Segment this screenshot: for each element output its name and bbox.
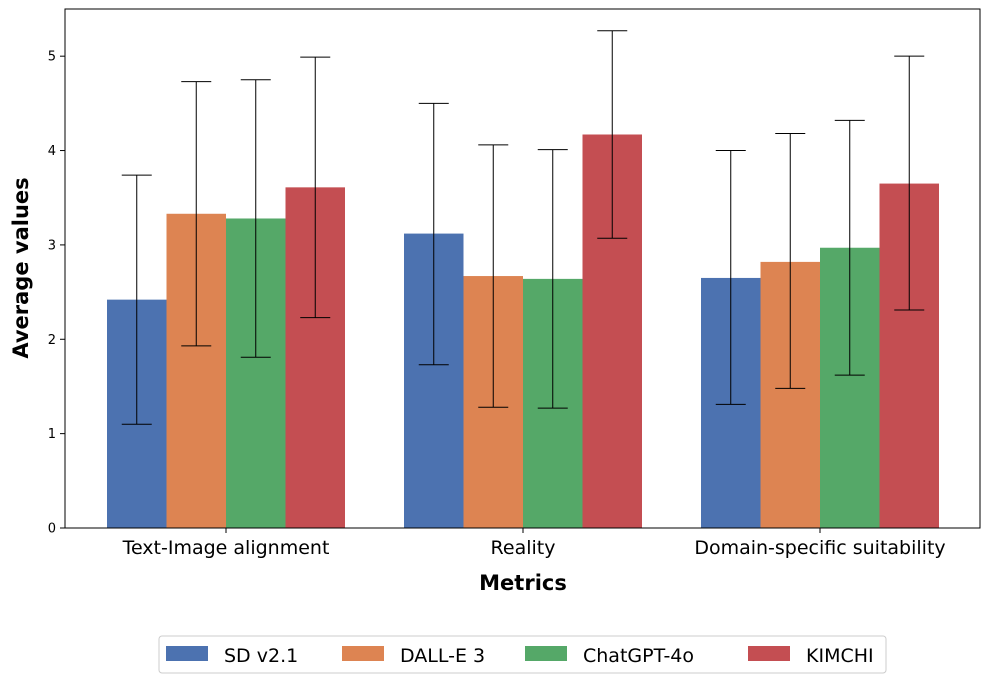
error-bar [775,133,806,389]
y-tick-label: 4 [48,144,56,159]
error-bar [597,30,628,239]
legend-entry: SD v2.1 [166,645,298,667]
legend-swatch [525,646,567,661]
y-axis-title: Average values [9,177,33,358]
plot-area [107,30,939,529]
error-bar [121,174,152,425]
y-tick-label: 2 [48,333,56,348]
legend-label: KIMCHI [806,645,874,667]
legend-entry: KIMCHI [748,645,874,667]
y-tick-label: 5 [48,50,56,65]
legend-label: DALL-E 3 [400,645,485,667]
error-bar [478,144,509,408]
error-bar [300,56,331,319]
x-axis-title: Metrics [479,571,567,595]
error-bar [894,55,925,311]
legend-label: ChatGPT-4o [583,645,694,667]
legend: SD v2.1 DALL-E 3 ChatGPT-4o KIMCHI [158,635,887,674]
legend-swatch [748,646,790,661]
error-bar [418,102,449,366]
x-tick-label: Text-Image alignment [122,537,330,559]
x-tick-label: Domain-specific suitability [694,537,945,559]
legend-swatch [342,646,384,661]
legend-swatch [166,646,208,661]
x-tick-label: Reality [491,537,556,559]
legend-entry: DALL-E 3 [342,645,485,667]
error-bar [240,79,271,358]
y-tick-label: 1 [48,427,56,442]
error-bar [715,150,746,405]
y-tick-label: 0 [48,522,56,537]
axes: 0 1 2 3 4 5 Text-Image alignment Reality Domain-… [48,8,981,559]
error-bar [834,119,865,376]
legend-frame [158,635,887,674]
error-bar [537,149,568,409]
error-bar [181,81,212,347]
legend-label: SD v2.1 [224,645,298,667]
legend-entry: ChatGPT-4o [525,645,694,667]
y-tick-label: 3 [48,238,56,253]
